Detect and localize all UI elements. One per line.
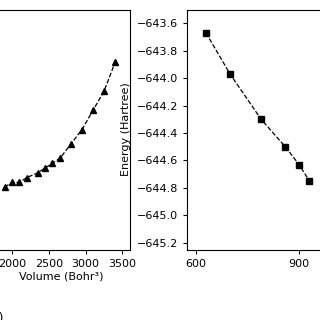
Text: (a): (a): [0, 312, 4, 320]
Y-axis label: Energy (Hartree): Energy (Hartree): [121, 83, 131, 176]
X-axis label: Volume (Bohr³): Volume (Bohr³): [20, 271, 104, 281]
